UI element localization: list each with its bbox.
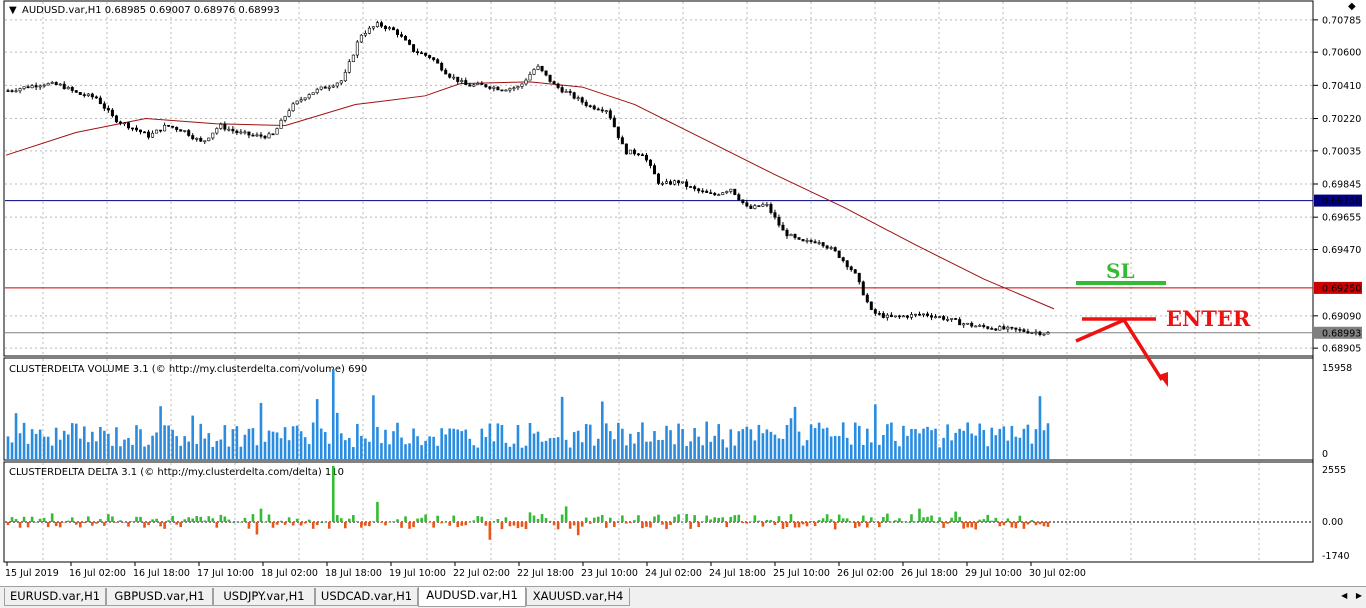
enter-arrow-icon <box>1075 317 1164 381</box>
chart-shift-marker-icon[interactable]: ◆ <box>1348 1 1356 12</box>
delta-max-label: 2555 <box>1322 465 1346 476</box>
volume-max-label: 15958 <box>1322 363 1352 374</box>
time-tick-label: 18 Jul 18:00 <box>325 568 382 579</box>
volume-zero-label: 0 <box>1322 449 1328 460</box>
price-tick-label: 0.69090 <box>1322 311 1361 322</box>
symbol-info: AUDUSD.var,H1 0.68985 0.69007 0.68976 0.… <box>22 5 280 16</box>
tab-scroll-buttons: ◀ ▶ <box>1335 591 1362 600</box>
candlesticks <box>6 20 1050 337</box>
time-tick-label: 30 Jul 02:00 <box>1029 568 1086 579</box>
time-tick-label: 19 Jul 10:00 <box>389 568 446 579</box>
volume-title: CLUSTERDELTA VOLUME 3.1 (© http://my.clu… <box>9 364 367 375</box>
delta-zero-label: 0.00 <box>1322 517 1343 528</box>
tab-scroll-right-icon[interactable]: ▶ <box>1355 591 1362 600</box>
price-tick-label: 0.70220 <box>1322 114 1361 125</box>
time-tick-label: 16 Jul 18:00 <box>133 568 190 579</box>
tab-usdcad-var-h1[interactable]: USDCAD.var,H1 <box>315 588 418 606</box>
delta-panel[interactable] <box>3 461 1314 563</box>
tab-usdjpy-var-h1[interactable]: USDJPY.var,H1 <box>213 588 315 606</box>
time-tick-label: 23 Jul 10:00 <box>581 568 638 579</box>
time-tick-label: 22 Jul 02:00 <box>453 568 510 579</box>
volume-bars <box>6 369 1050 459</box>
delta-bars <box>6 466 1050 540</box>
sl-label: SL <box>1106 259 1135 283</box>
time-tick-label: 17 Jul 10:00 <box>197 568 254 579</box>
tab-xauusd-var-h4[interactable]: XAUUSD.var,H4 <box>526 588 630 606</box>
delta-title: CLUSTERDELTA DELTA 3.1 (© http://my.clus… <box>9 467 344 478</box>
grid-lines <box>5 2 1312 561</box>
price-tick-label: 0.70600 <box>1322 48 1361 59</box>
price-level-tag <box>1314 326 1362 339</box>
time-tick-label: 29 Jul 10:00 <box>965 568 1022 579</box>
tab-audusd-var-h1[interactable]: AUDUSD.var,H1 <box>418 587 526 607</box>
price-tick-label: 0.70785 <box>1322 15 1361 26</box>
time-tick-label: 25 Jul 10:00 <box>773 568 830 579</box>
price-tick-label: 0.70410 <box>1322 81 1361 92</box>
time-tick-label: 26 Jul 18:00 <box>901 568 958 579</box>
price-axis: 0.70785 0.70600 0.70410 0.70220 0.70035 0.698… <box>1313 15 1362 355</box>
time-tick-label: 24 Jul 18:00 <box>709 568 766 579</box>
time-tick-label: 18 Jul 02:00 <box>261 568 318 579</box>
price-level-tag-label: 0.68993 <box>1322 328 1361 339</box>
price-level-tag <box>1314 194 1362 207</box>
price-level-tag-label: 0.69250 <box>1322 283 1361 294</box>
time-axis: 15 Jul 2019 16 Jul 02:00 16 Jul 18:00 17 Ju… <box>5 562 1086 579</box>
chart-tabs-bar: EURUSD.var,H1 GBPUSD.var,H1 USDJPY.var,H1 U… <box>0 586 1366 608</box>
time-tick-label: 16 Jul 02:00 <box>69 568 126 579</box>
time-tick-label: 15 Jul 2019 <box>5 568 59 579</box>
price-tick-label: 0.69655 <box>1322 213 1361 224</box>
price-level-tag-label: 0.69750 <box>1322 196 1361 207</box>
trading-chart: 0.70785 0.70600 0.70410 0.70220 0.70035 0.698… <box>3 0 1362 579</box>
tab-scroll-left-icon[interactable]: ◀ <box>1341 591 1348 600</box>
price-tick-label: 0.69845 <box>1322 180 1361 191</box>
enter-label: ENTER <box>1166 306 1251 331</box>
chart-menu-arrow-icon[interactable]: ▼ <box>9 5 17 16</box>
tab-eurusd-var-h1[interactable]: EURUSD.var,H1 <box>4 588 106 606</box>
arrow-head-icon <box>1159 372 1168 387</box>
price-tick-label: 0.70035 <box>1322 146 1361 157</box>
price-level-tag <box>1314 281 1362 294</box>
time-tick-label: 24 Jul 02:00 <box>645 568 702 579</box>
price-tick-label: 0.69470 <box>1322 245 1361 256</box>
delta-min-label: -1740 <box>1322 551 1350 562</box>
tab-gbpusd-var-h1[interactable]: GBPUSD.var,H1 <box>106 588 213 606</box>
time-tick-label: 26 Jul 02:00 <box>837 568 894 579</box>
time-tick-label: 22 Jul 18:00 <box>517 568 574 579</box>
price-tick-label: 0.68905 <box>1322 344 1361 355</box>
moving-average-line <box>5 81 1055 310</box>
